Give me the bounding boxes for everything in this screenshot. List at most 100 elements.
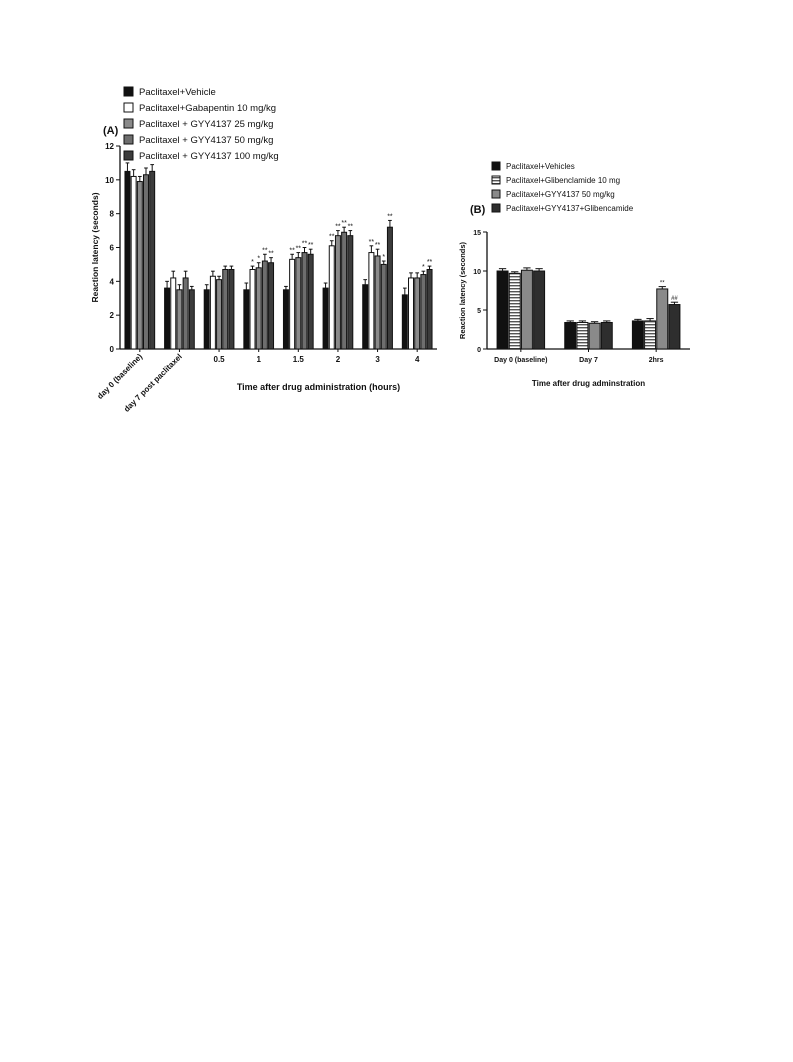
bar [243,289,250,350]
error-bar [329,240,334,246]
x-tick-label: 4 [415,355,420,364]
error-bar [165,280,169,289]
error-bar [177,284,182,290]
error-bar [244,282,249,290]
bar [564,321,577,350]
bar [414,277,421,350]
significance-label: ** [341,220,347,227]
legend-swatch [491,161,501,171]
error-bar [388,219,392,228]
bar [576,321,589,350]
bar [322,287,329,350]
error-bar [250,265,255,270]
legend-label: Paclitaxel+Vehicles [506,162,575,171]
legend-swatch [491,203,501,213]
error-bar [269,257,273,263]
y-tick-label: 15 [473,230,481,237]
y-tick-label: 8 [110,210,115,219]
error-bar [415,272,420,278]
bar [508,272,521,350]
bar [362,284,369,350]
bar [374,255,381,350]
bar [203,289,210,350]
significance-label: ** [387,213,393,220]
significance-label: ** [268,251,274,258]
error-bar [296,252,301,258]
bar [420,274,427,350]
x-axis-title: Time after drug adminstration [532,379,645,388]
error-bar [381,260,386,265]
legend-swatch [123,118,134,129]
x-tick-label: Day 0 (baseline) [494,357,547,364]
error-bar [658,286,666,289]
bar [228,268,235,350]
error-bar [302,247,307,253]
bar [631,320,644,350]
bar [334,235,341,350]
significance-label: ** [348,224,354,231]
bar [255,267,262,350]
error-bar [308,248,313,255]
bar [182,277,189,350]
error-bar [421,270,426,275]
error-bar [603,320,611,323]
bar [307,253,314,350]
bar [268,262,275,350]
bar [644,320,657,350]
bar [289,258,296,350]
bar [668,304,681,350]
error-bar [646,318,654,321]
error-bar [229,265,234,270]
y-tick-label: 4 [110,277,115,286]
error-bar [223,265,228,270]
legend-swatch [123,86,134,97]
bar [124,170,131,350]
bar [216,279,223,350]
y-tick-label: 6 [110,244,115,253]
bar [143,174,149,350]
y-tick-label: 0 [110,345,115,354]
error-bar [336,230,340,236]
error-bar [204,284,209,290]
bar [295,257,302,350]
bar [408,277,414,350]
legend-label: Paclitaxel + GYY4137 50 mg/kg [139,135,273,146]
bar [301,252,308,350]
significance-label: ** [302,241,308,248]
legend-label: Paclitaxel+Gabapentin 10 mg/kg [139,103,276,114]
bar [282,289,289,350]
y-axis-title: Reaction latency (seconds) [458,241,467,339]
legend-label: Paclitaxel+Glibenclamide 10 mg [506,176,620,185]
bar [249,268,256,350]
bar [130,175,137,350]
error-bar [511,271,519,274]
error-bar [523,267,531,271]
significance-label: * [382,254,385,261]
legend-swatch [123,150,134,161]
y-tick-label: 5 [477,308,481,315]
bar [600,321,613,350]
x-tick-label: 2 [336,355,341,364]
error-bar [189,285,194,290]
y-tick-label: 12 [105,142,114,151]
error-bar [144,167,148,175]
error-bar [290,253,294,260]
legend-swatch [123,134,134,145]
significance-label: ** [335,224,341,231]
error-bar [125,162,130,172]
significance-label: ** [308,242,314,249]
error-bar [342,226,346,233]
error-bar [348,230,353,236]
significance-label: ** [329,234,335,241]
x-tick-label: 2hrs [649,357,664,364]
error-bar [578,320,587,323]
error-bar [284,285,288,290]
bar [328,245,335,350]
bar [188,289,195,350]
error-bar [323,282,328,289]
significance-label: ** [660,281,665,287]
bar [176,289,183,350]
x-tick-label: Day 7 [579,357,598,364]
bar [496,270,509,350]
